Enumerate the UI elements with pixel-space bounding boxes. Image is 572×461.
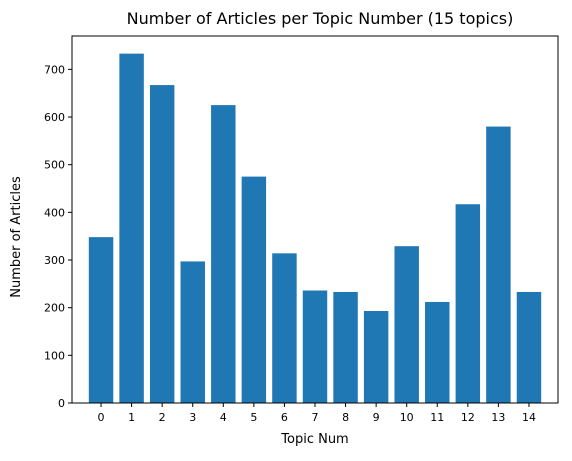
bar-topic-6 bbox=[272, 253, 297, 403]
y-axis-title: Number of Articles bbox=[9, 176, 24, 298]
x-tick-label: 13 bbox=[491, 411, 505, 424]
bar-topic-12 bbox=[455, 204, 481, 403]
x-tick-label: 6 bbox=[281, 411, 288, 424]
bar-topic-11 bbox=[425, 301, 450, 403]
x-tick-label: 14 bbox=[522, 411, 536, 424]
bar-topic-4 bbox=[211, 105, 236, 404]
y-tick-label: 500 bbox=[44, 159, 65, 172]
x-tick-label: 8 bbox=[342, 411, 349, 424]
x-tick-label: 2 bbox=[159, 411, 166, 424]
y-tick-label: 300 bbox=[44, 254, 65, 267]
x-tick-label: 0 bbox=[98, 411, 105, 424]
bar-topic-14 bbox=[516, 291, 542, 403]
x-tick-label: 12 bbox=[461, 411, 475, 424]
x-tick-label: 9 bbox=[373, 411, 380, 424]
bars-group bbox=[88, 53, 542, 404]
bar-topic-7 bbox=[302, 290, 328, 403]
x-tick-label: 1 bbox=[128, 411, 135, 424]
x-axis: 0 1 2 3 4 5 6 7 8 9 10 11 12 13 14 bbox=[98, 403, 536, 424]
y-tick-label: 600 bbox=[44, 111, 65, 124]
bar-topic-1 bbox=[119, 53, 144, 403]
x-tick-label: 10 bbox=[400, 411, 414, 424]
x-tick-label: 11 bbox=[430, 411, 444, 424]
bar-topic-5 bbox=[241, 176, 267, 403]
bar-topic-3 bbox=[180, 261, 205, 403]
x-tick-label: 5 bbox=[250, 411, 257, 424]
y-tick-label: 400 bbox=[44, 206, 65, 219]
x-tick-label: 7 bbox=[312, 411, 319, 424]
y-tick-label: 700 bbox=[44, 63, 65, 76]
bar-topic-13 bbox=[486, 126, 511, 403]
y-tick-label: 200 bbox=[44, 302, 65, 315]
x-tick-label: 3 bbox=[189, 411, 196, 424]
bar-topic-2 bbox=[149, 85, 175, 403]
y-tick-label: 100 bbox=[44, 349, 65, 362]
bar-topic-10 bbox=[394, 246, 419, 403]
bar-topic-8 bbox=[333, 291, 358, 403]
bar-topic-0 bbox=[88, 237, 114, 403]
y-axis: 0 100 200 300 400 500 600 700 bbox=[44, 63, 72, 410]
chart-title: Number of Articles per Topic Number (15 … bbox=[127, 9, 514, 28]
x-axis-title: Topic Num bbox=[280, 432, 348, 447]
y-tick-label: 0 bbox=[58, 397, 65, 410]
x-tick-label: 4 bbox=[220, 411, 227, 424]
plot-frame bbox=[71, 35, 559, 404]
bar-topic-9 bbox=[363, 311, 389, 403]
